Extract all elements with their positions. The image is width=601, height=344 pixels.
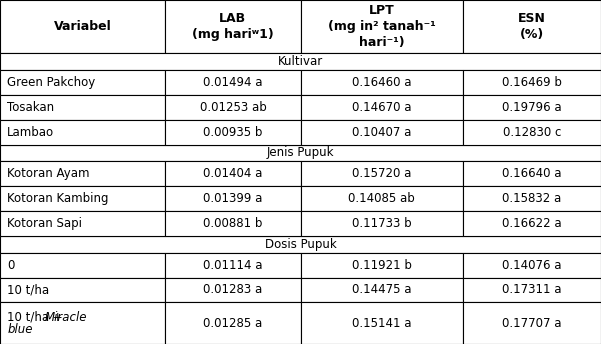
Text: LAB
(mg hariʷ1): LAB (mg hariʷ1)	[192, 12, 274, 41]
Bar	[300, 278, 463, 302]
Text: 0.15141 a: 0.15141 a	[352, 317, 412, 330]
Text: LPT
(mg in² tanah⁻¹
hari⁻¹): LPT (mg in² tanah⁻¹ hari⁻¹)	[328, 4, 436, 49]
Text: Jenis Pupuk: Jenis Pupuk	[267, 147, 334, 159]
Bar	[165, 278, 300, 302]
Bar	[463, 70, 601, 95]
Text: 0.12830 c: 0.12830 c	[502, 126, 561, 139]
Bar	[300, 70, 463, 95]
Text: 0.01114 a: 0.01114 a	[203, 259, 263, 271]
Text: 0.17707 a: 0.17707 a	[502, 317, 562, 330]
Bar	[0, 302, 165, 344]
Text: 0.14085 ab: 0.14085 ab	[348, 192, 415, 205]
Text: 10 t/ha: 10 t/ha	[7, 283, 49, 297]
Text: Kultivar: Kultivar	[278, 55, 323, 68]
Bar	[165, 161, 300, 186]
Bar	[165, 70, 300, 95]
Bar	[0, 0, 165, 53]
Bar	[0, 211, 165, 236]
Text: 0.17311 a: 0.17311 a	[502, 283, 562, 297]
Bar	[0, 95, 165, 120]
Text: 0.16622 a: 0.16622 a	[502, 217, 562, 230]
Bar	[300, 161, 463, 186]
Bar	[300, 211, 463, 236]
Text: Miracle: Miracle	[44, 311, 87, 324]
Bar	[0, 53, 601, 70]
Bar	[0, 278, 165, 302]
Text: 0.10407 a: 0.10407 a	[352, 126, 411, 139]
Text: 0.16460 a: 0.16460 a	[352, 76, 412, 89]
Text: 10 t/ha +: 10 t/ha +	[7, 311, 67, 324]
Bar	[463, 302, 601, 344]
Text: 0.14076 a: 0.14076 a	[502, 259, 562, 271]
Text: Kotoran Sapi: Kotoran Sapi	[7, 217, 82, 230]
Bar	[300, 302, 463, 344]
Text: Variabel: Variabel	[53, 20, 112, 33]
Text: 0.11921 b: 0.11921 b	[352, 259, 412, 271]
Bar	[300, 186, 463, 211]
Text: 0.16640 a: 0.16640 a	[502, 167, 562, 180]
Bar	[463, 186, 601, 211]
Bar	[0, 186, 165, 211]
Text: ESN
(%): ESN (%)	[518, 12, 546, 41]
Text: 0.01283 a: 0.01283 a	[203, 283, 263, 297]
Text: Lambao: Lambao	[7, 126, 54, 139]
Bar	[165, 0, 300, 53]
Text: 0.01285 a: 0.01285 a	[203, 317, 263, 330]
Bar	[463, 161, 601, 186]
Bar	[463, 211, 601, 236]
Text: 0.15720 a: 0.15720 a	[352, 167, 411, 180]
Text: 0.19796 a: 0.19796 a	[502, 101, 562, 114]
Bar	[165, 95, 300, 120]
Text: 0.00935 b: 0.00935 b	[203, 126, 263, 139]
Text: Kotoran Kambing: Kotoran Kambing	[7, 192, 109, 205]
Bar	[0, 161, 165, 186]
Bar	[0, 236, 601, 252]
Bar	[0, 120, 165, 144]
Bar	[165, 211, 300, 236]
Bar	[165, 120, 300, 144]
Text: Dosis Pupuk: Dosis Pupuk	[264, 238, 337, 251]
Text: 0.01253 ab: 0.01253 ab	[200, 101, 266, 114]
Bar	[463, 95, 601, 120]
Bar	[165, 302, 300, 344]
Bar	[300, 120, 463, 144]
Bar	[300, 0, 463, 53]
Text: 0.15832 a: 0.15832 a	[502, 192, 561, 205]
Text: 0.01404 a: 0.01404 a	[203, 167, 263, 180]
Text: 0: 0	[7, 259, 14, 271]
Text: 0.11733 b: 0.11733 b	[352, 217, 412, 230]
Bar	[0, 252, 165, 278]
Text: Kotoran Ayam: Kotoran Ayam	[7, 167, 90, 180]
Text: 0.01494 a: 0.01494 a	[203, 76, 263, 89]
Bar	[463, 278, 601, 302]
Text: 0.00881 b: 0.00881 b	[203, 217, 263, 230]
Text: Green Pakchoy: Green Pakchoy	[7, 76, 96, 89]
Text: Tosakan: Tosakan	[7, 101, 54, 114]
Text: blue: blue	[7, 323, 32, 335]
Bar	[0, 144, 601, 161]
Bar	[463, 0, 601, 53]
Text: 0.14475 a: 0.14475 a	[352, 283, 412, 297]
Bar	[300, 95, 463, 120]
Bar	[165, 252, 300, 278]
Bar	[463, 252, 601, 278]
Bar	[463, 120, 601, 144]
Text: 0.14670 a: 0.14670 a	[352, 101, 412, 114]
Bar	[165, 186, 300, 211]
Text: 0.16469 b: 0.16469 b	[502, 76, 562, 89]
Bar	[300, 252, 463, 278]
Bar	[0, 70, 165, 95]
Text: 0.01399 a: 0.01399 a	[203, 192, 263, 205]
